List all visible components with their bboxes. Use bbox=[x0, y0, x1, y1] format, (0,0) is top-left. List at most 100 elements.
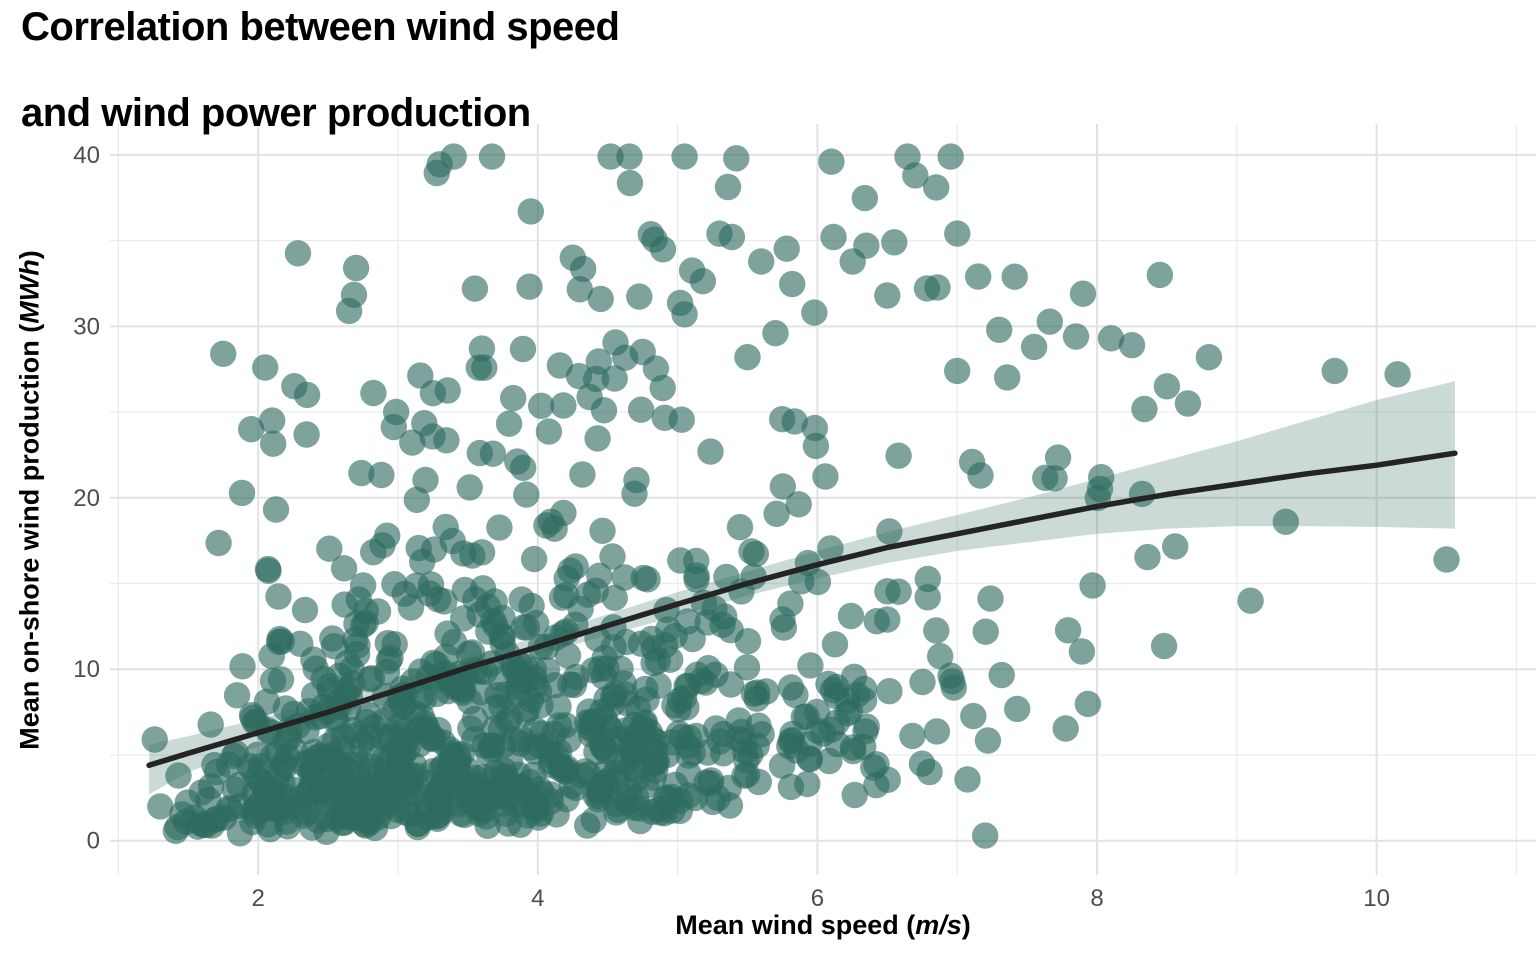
scatter-point bbox=[466, 793, 493, 820]
scatter-point bbox=[569, 461, 596, 488]
scatter-point bbox=[627, 630, 655, 657]
chart-title-line2: and wind power production bbox=[21, 90, 531, 135]
x-axis-title-text: Mean wind speed ( bbox=[675, 910, 916, 940]
x-axis-title: Mean wind speed (m/s) bbox=[110, 910, 1536, 941]
scatter-point bbox=[1004, 695, 1031, 723]
scatter-point bbox=[406, 731, 433, 758]
scatter-point bbox=[1032, 464, 1059, 491]
scatter-point bbox=[262, 496, 290, 523]
y-tick-label: 10 bbox=[73, 656, 100, 683]
scatter-point bbox=[316, 535, 343, 562]
scatter-point bbox=[543, 801, 570, 828]
scatter-point bbox=[927, 643, 954, 670]
scatter-point bbox=[554, 642, 582, 669]
scatter-point bbox=[954, 766, 981, 793]
scatter-point bbox=[803, 698, 831, 726]
scatter-point bbox=[841, 781, 868, 809]
scatter-point bbox=[960, 702, 987, 730]
scatter-point bbox=[1062, 323, 1090, 350]
scatter-point bbox=[589, 517, 616, 544]
scatter-point bbox=[840, 663, 868, 690]
scatter-point bbox=[461, 275, 489, 302]
scatter-point bbox=[397, 594, 425, 621]
scatter-point bbox=[697, 438, 724, 465]
x-axis-tick-labels: 2 4 6 8 10 bbox=[252, 885, 1390, 912]
scatter-point bbox=[291, 596, 319, 624]
scatter-point bbox=[259, 407, 286, 434]
scatter-point bbox=[785, 491, 812, 518]
scatter-point bbox=[782, 681, 809, 709]
scatter-point bbox=[481, 694, 508, 722]
scatter-point bbox=[559, 244, 586, 271]
scatter-point bbox=[587, 285, 614, 313]
scatter-point bbox=[372, 784, 399, 811]
scatter-point bbox=[692, 669, 719, 696]
scatter-point bbox=[550, 392, 577, 419]
scatter-point bbox=[801, 299, 828, 326]
scatter-point bbox=[630, 564, 657, 592]
scatter-point bbox=[779, 270, 806, 298]
scatter-point bbox=[818, 148, 845, 175]
scatter-point bbox=[1036, 308, 1064, 335]
y-axis-title-text: Mean on-shore wind production ( bbox=[14, 323, 45, 750]
scatter-point bbox=[986, 316, 1013, 343]
scatter-point bbox=[714, 173, 742, 201]
scatter-point bbox=[290, 750, 318, 777]
scatter-point bbox=[909, 668, 936, 696]
scatter-point bbox=[601, 365, 628, 392]
scatter-point bbox=[585, 786, 612, 813]
scatter-point bbox=[668, 406, 695, 433]
scatter-point bbox=[923, 617, 950, 644]
scatter-point bbox=[1162, 533, 1189, 560]
scatter-point bbox=[611, 783, 638, 810]
scatter-point bbox=[584, 425, 611, 452]
scatter-point bbox=[147, 793, 174, 820]
scatter-point bbox=[820, 223, 847, 251]
scatter-point bbox=[821, 631, 849, 658]
scatter-point bbox=[1001, 263, 1028, 290]
scatter-point bbox=[797, 652, 824, 679]
y-axis-title-close: ) bbox=[14, 250, 45, 260]
scatter-point bbox=[236, 752, 263, 780]
scatter-point bbox=[914, 584, 941, 611]
scatter-point bbox=[699, 788, 726, 816]
scatter-point bbox=[500, 384, 527, 412]
scatter-point bbox=[293, 421, 320, 448]
scatter-point bbox=[637, 221, 664, 248]
scatter-point bbox=[1237, 587, 1264, 614]
scatter-point bbox=[853, 232, 880, 259]
y-axis-title-unit: MWh bbox=[14, 259, 45, 324]
scatter-point bbox=[427, 775, 455, 803]
y-tick-label: 40 bbox=[73, 142, 100, 169]
scatter-point bbox=[913, 275, 941, 302]
scatter-point bbox=[748, 248, 775, 275]
scatter-point bbox=[223, 682, 251, 709]
scatter-point bbox=[885, 442, 912, 469]
scatter-point bbox=[874, 606, 901, 633]
scatter-point bbox=[293, 799, 321, 826]
y-tick-label: 20 bbox=[73, 485, 100, 512]
scatter-point bbox=[486, 514, 513, 541]
scatter-point bbox=[381, 571, 408, 598]
scatter-point bbox=[535, 418, 563, 445]
scatter-point bbox=[520, 545, 548, 573]
scatter-point bbox=[629, 338, 656, 366]
scatter-point bbox=[823, 709, 851, 736]
scatter-point bbox=[902, 162, 929, 189]
scatter-point bbox=[238, 416, 265, 443]
scatter-point bbox=[1074, 690, 1102, 718]
scatter-point bbox=[812, 463, 839, 490]
scatter-point bbox=[804, 568, 832, 596]
scatter-point bbox=[360, 379, 387, 407]
scatter-point bbox=[802, 432, 830, 460]
scatter-point bbox=[361, 814, 389, 842]
scatter-point bbox=[1153, 373, 1181, 400]
scatter-point bbox=[562, 553, 589, 580]
scatter-point bbox=[734, 344, 761, 371]
scatter-point bbox=[815, 670, 842, 698]
scatter-point bbox=[616, 143, 643, 170]
scatter-point bbox=[348, 459, 375, 487]
scatter-point bbox=[374, 630, 401, 657]
